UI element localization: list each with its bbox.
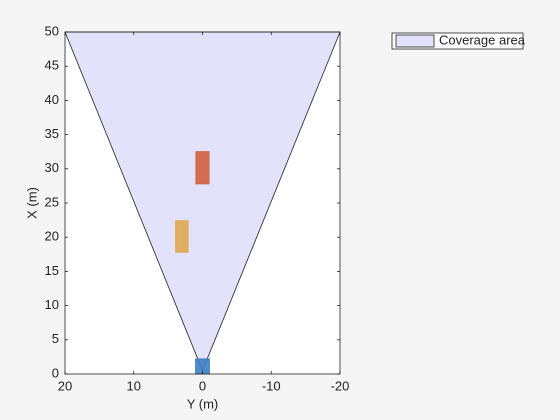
y-tick-label: 25 [45, 194, 59, 209]
object [195, 151, 210, 185]
y-axis-label: X (m) [24, 187, 39, 219]
legend-label: Coverage area [439, 32, 526, 47]
x-tick-label: -10 [262, 378, 281, 393]
y-tick-label: 5 [52, 331, 59, 346]
x-axis-label: Y (m) [187, 396, 219, 411]
object [175, 220, 189, 253]
x-tick-label: 10 [127, 378, 141, 393]
y-tick-label: 10 [45, 297, 59, 312]
y-tick-label: 0 [52, 365, 59, 380]
x-tick-label: 20 [58, 378, 72, 393]
y-tick-label: 35 [45, 126, 59, 141]
y-tick-label: 20 [45, 229, 59, 244]
y-tick-label: 45 [45, 58, 59, 73]
y-tick-label: 50 [45, 23, 59, 38]
y-tick-label: 40 [45, 92, 59, 107]
x-tick-label: -20 [331, 378, 350, 393]
y-tick-label: 15 [45, 263, 59, 278]
x-tick-label: 0 [199, 378, 206, 393]
legend-swatch [395, 34, 435, 48]
y-tick-label: 30 [45, 160, 59, 175]
